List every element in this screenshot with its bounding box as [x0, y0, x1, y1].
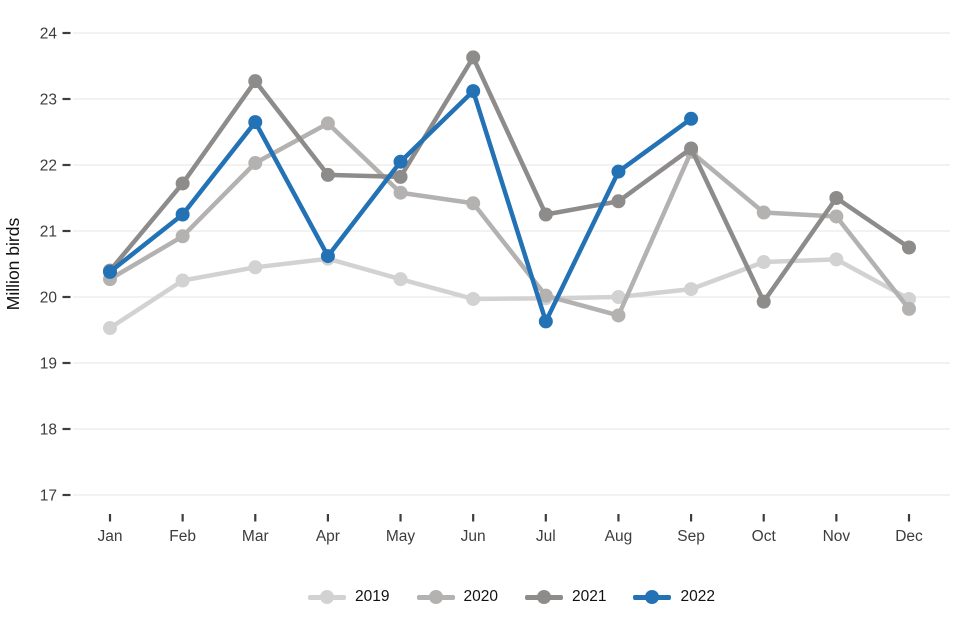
- data-point-2022: [320, 249, 335, 264]
- y-axis-tick-label: 21: [40, 224, 57, 241]
- y-axis-tick-label: 23: [40, 92, 57, 109]
- y-axis-tick-label: 22: [40, 158, 57, 175]
- x-axis-tick-label: Jan: [98, 528, 123, 545]
- legend-marker-icon: [633, 589, 672, 604]
- data-point-2020: [466, 196, 481, 211]
- series-line-2021: [107, 55, 912, 304]
- data-point-2022: [684, 111, 699, 126]
- data-point-2020: [756, 205, 771, 220]
- data-point-2019: [248, 260, 263, 275]
- data-point-2021: [901, 240, 916, 255]
- x-axis-tick-label: Jun: [461, 528, 486, 545]
- data-point-2020: [611, 308, 626, 323]
- data-point-2020: [175, 229, 190, 244]
- x-axis-tick-label: May: [386, 528, 416, 545]
- x-axis-tick-label: Jul: [536, 528, 556, 545]
- data-point-2022: [103, 264, 117, 279]
- data-point-2021: [538, 207, 553, 222]
- x-axis-tick-label: Aug: [605, 528, 633, 545]
- data-point-2021: [756, 294, 771, 309]
- data-point-2020: [393, 185, 408, 200]
- data-point-2020: [538, 288, 553, 303]
- data-point-2020: [248, 156, 263, 171]
- y-axis-tick-label: 17: [40, 488, 57, 505]
- data-point-2022: [466, 84, 481, 99]
- legend-item-2021: 2021: [525, 589, 606, 605]
- data-point-2021: [829, 191, 844, 205]
- series-line-2022: [107, 88, 694, 324]
- x-axis-tick-label: Apr: [316, 528, 340, 545]
- data-point-2019: [175, 273, 190, 288]
- legend: 2019 2020 2021 2022: [73, 589, 950, 605]
- data-point-2019: [393, 272, 408, 287]
- legend-label: 2021: [572, 588, 607, 605]
- legend-marker-icon: [416, 589, 455, 604]
- x-axis-tick-label: Dec: [895, 528, 923, 545]
- x-axis-tick-label: Nov: [823, 528, 851, 545]
- series-line-2020: [107, 121, 912, 318]
- data-point-2022: [175, 207, 190, 222]
- x-axis-tick-label: Oct: [752, 528, 777, 545]
- data-point-2021: [684, 141, 699, 156]
- legend-label: 2020: [463, 588, 498, 605]
- data-point-2021: [320, 167, 335, 182]
- y-axis-tick-label: 18: [40, 422, 57, 439]
- x-axis-tick-label: Mar: [242, 528, 269, 545]
- data-point-2021: [466, 50, 481, 65]
- legend-label: 2019: [355, 588, 390, 605]
- y-axis-title: Million birds: [3, 218, 23, 311]
- y-axis-tick-label: 20: [40, 290, 58, 307]
- data-point-2019: [829, 252, 844, 267]
- data-point-2020: [320, 116, 335, 131]
- data-point-2019: [466, 291, 481, 306]
- data-point-2020: [829, 209, 844, 224]
- data-point-2019: [103, 321, 117, 336]
- y-axis-tick-label: 24: [40, 26, 58, 43]
- legend-item-2020: 2020: [416, 588, 498, 605]
- x-axis-tick-label: Feb: [169, 528, 196, 545]
- data-point-2021: [175, 176, 190, 191]
- legend-marker-icon: [308, 589, 347, 604]
- data-point-2021: [393, 169, 408, 184]
- x-axis-tick-label: Sep: [677, 528, 705, 545]
- data-point-2020: [901, 301, 916, 316]
- y-axis-tick-label: 19: [40, 356, 57, 373]
- data-point-2022: [248, 115, 263, 130]
- data-point-2021: [248, 74, 263, 89]
- legend-label: 2022: [680, 588, 715, 605]
- data-point-2022: [611, 164, 626, 179]
- legend-item-2019: 2019: [308, 588, 390, 605]
- legend-item-2022: 2022: [633, 588, 715, 605]
- legend-marker-icon: [525, 589, 563, 604]
- data-point-2019: [756, 255, 771, 270]
- data-point-2019: [684, 282, 699, 297]
- data-point-2021: [611, 194, 626, 209]
- series-line-2019: [107, 256, 912, 331]
- data-point-2022: [538, 314, 553, 329]
- data-point-2022: [393, 154, 408, 169]
- data-point-2019: [611, 290, 626, 304]
